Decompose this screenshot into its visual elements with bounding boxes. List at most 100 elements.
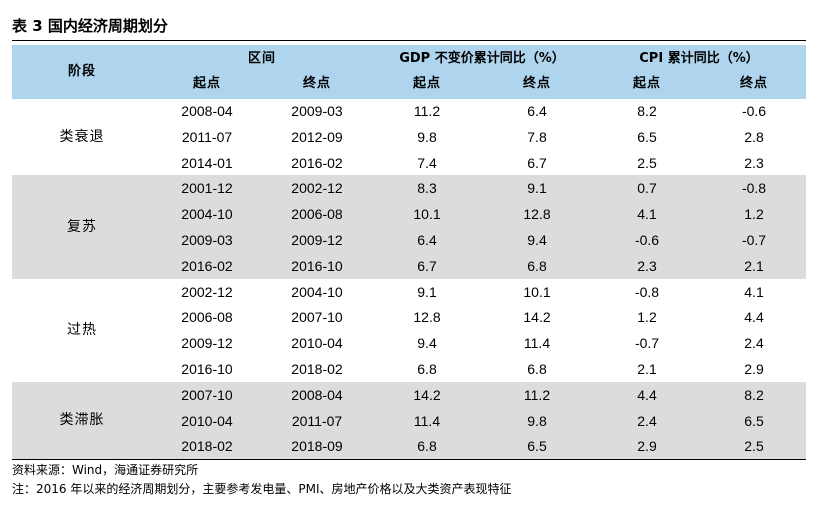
cell-cpi-start: 2.9 — [637, 438, 657, 455]
header-gdp: GDP 不变价累计同比（%） — [399, 51, 565, 66]
cell-gdp-end: 6.7 — [527, 154, 547, 171]
cell-gdp-end: 9.4 — [527, 231, 547, 248]
table-row: 2018-02 2018-09 6.8 6.5 2.9 2.5 — [12, 433, 806, 459]
cell-end: 2018-09 — [291, 438, 343, 455]
cell-gdp-end: 6.4 — [527, 103, 547, 119]
cell-start: 2002-12 — [181, 283, 233, 300]
cell-gdp-end: 10.1 — [523, 283, 551, 300]
cell-gdp-end: 11.4 — [523, 335, 551, 352]
cell-start: 2001-12 — [181, 180, 233, 197]
row-group: 复苏 2001-12 2002-12 8.3 9.1 0.7 -0.8 2004-10 2006… — [12, 175, 806, 279]
cell-gdp-end: 6.8 — [527, 257, 547, 274]
cell-start: 2008-04 — [181, 103, 233, 119]
cell-end: 2008-04 — [291, 386, 343, 403]
row-group: 类衰退 2008-04 2009-03 11.2 6.4 8.2 -0.6 2011-07 20… — [12, 98, 806, 175]
header-cpi: CPI 累计同比（%） — [639, 51, 759, 66]
cell-cpi-end: 2.1 — [744, 257, 764, 274]
cell-gdp-end: 9.8 — [527, 412, 547, 429]
table-row: 2016-10 2018-02 6.8 6.8 2.1 2.9 — [12, 356, 806, 382]
cell-cpi-start: 2.3 — [637, 257, 657, 274]
header-interval-start: 起点 — [192, 76, 221, 91]
header-cpi-start: 起点 — [632, 76, 661, 91]
cell-cpi-end: 2.4 — [744, 335, 764, 352]
cell-gdp-start: 6.8 — [417, 360, 437, 377]
row-group: 过热 2002-12 2004-10 9.1 10.1 -0.8 4.1 2006-08 200… — [12, 279, 806, 382]
table-title: 表 3 国内经济周期划分 — [12, 17, 168, 35]
cell-end: 2006-08 — [291, 206, 343, 223]
cell-gdp-end: 6.8 — [527, 360, 547, 377]
cell-cpi-start: 1.2 — [637, 309, 657, 326]
cell-gdp-start: 12.8 — [413, 309, 441, 326]
header-gdp-end: 终点 — [522, 76, 551, 91]
cell-cpi-start: 2.1 — [637, 360, 657, 377]
cell-end: 2009-03 — [291, 103, 343, 119]
cell-cpi-start: -0.8 — [634, 283, 660, 300]
cell-gdp-start: 9.1 — [417, 283, 437, 300]
cell-start: 2016-10 — [181, 360, 233, 377]
table-row: 2002-12 2004-10 9.1 10.1 -0.8 4.1 — [12, 279, 806, 305]
cell-cpi-end: 4.4 — [744, 309, 764, 326]
phase-label: 类衰退 — [59, 128, 105, 145]
table-row: 2008-04 2009-03 11.2 6.4 8.2 -0.6 — [12, 98, 806, 124]
cell-start: 2004-10 — [181, 206, 233, 223]
cell-cpi-end: -0.6 — [741, 103, 767, 119]
table-row: 2001-12 2002-12 8.3 9.1 0.7 -0.8 — [12, 175, 806, 201]
cell-start: 2016-02 — [181, 257, 233, 274]
bottom-rule — [12, 459, 806, 460]
cell-cpi-end: 4.1 — [744, 283, 764, 300]
cell-cpi-end: 2.5 — [744, 438, 764, 455]
cell-cpi-end: 8.2 — [744, 386, 764, 403]
header-interval: 区间 — [247, 51, 276, 66]
cell-cpi-start: 6.5 — [637, 128, 657, 145]
table-row: 2006-08 2007-10 12.8 14.2 1.2 4.4 — [12, 304, 806, 330]
header-cpi-end: 终点 — [739, 76, 768, 91]
cell-gdp-start: 6.4 — [417, 231, 437, 248]
cell-gdp-end: 6.5 — [527, 438, 547, 455]
cell-start: 2009-12 — [181, 335, 233, 352]
cell-gdp-start: 14.2 — [413, 386, 441, 403]
source-note: 资料来源：Wind，海通证券研究所 — [12, 463, 199, 477]
cell-cpi-start: 4.4 — [637, 386, 657, 403]
cell-cpi-end: 1.2 — [744, 206, 764, 223]
cell-start: 2014-01 — [181, 154, 233, 171]
cell-end: 2011-07 — [291, 412, 343, 429]
cell-gdp-end: 11.2 — [523, 386, 551, 403]
cell-cpi-end: -0.7 — [741, 231, 767, 248]
table-row: 2004-10 2006-08 10.1 12.8 4.1 1.2 — [12, 201, 806, 227]
cell-cpi-start: 4.1 — [637, 206, 657, 223]
cell-end: 2004-10 — [291, 283, 343, 300]
table-row: 2009-03 2009-12 6.4 9.4 -0.6 -0.7 — [12, 227, 806, 253]
cell-gdp-start: 8.3 — [417, 180, 437, 197]
table-row: 2009-12 2010-04 9.4 11.4 -0.7 2.4 — [12, 330, 806, 356]
cell-cpi-start: 2.5 — [637, 154, 657, 171]
header-gdp-start: 起点 — [412, 76, 441, 91]
footnote: 注：2016 年以来的经济周期划分，主要参考发电量、PMI、房地产价格以及大类资… — [12, 482, 512, 496]
cell-gdp-end: 7.8 — [527, 128, 547, 145]
table-row: 2007-10 2008-04 14.2 11.2 4.4 8.2 — [12, 382, 806, 408]
cell-gdp-start: 9.4 — [417, 335, 437, 352]
table-row: 2010-04 2011-07 11.4 9.8 2.4 6.5 — [12, 408, 806, 434]
cell-gdp-end: 12.8 — [523, 206, 551, 223]
cell-end: 2009-12 — [291, 231, 343, 248]
cell-gdp-start: 9.8 — [417, 128, 437, 145]
table-row: 2014-01 2016-02 7.4 6.7 2.5 2.3 — [12, 150, 806, 176]
table-row: 2011-07 2012-09 9.8 7.8 6.5 2.8 — [12, 124, 806, 150]
cell-start: 2018-02 — [181, 438, 233, 455]
phase-label: 过热 — [67, 322, 97, 339]
cell-cpi-end: 2.9 — [744, 360, 764, 377]
cell-end: 2018-02 — [291, 360, 343, 377]
table-header: 阶段 区间 GDP 不变价累计同比（%） CPI 累计同比（%） 起点 终点 起… — [12, 45, 806, 99]
cell-cpi-end: 2.3 — [744, 154, 764, 171]
cell-gdp-end: 9.1 — [527, 180, 547, 197]
cell-gdp-start: 10.1 — [413, 206, 441, 223]
cell-start: 2009-03 — [181, 231, 233, 248]
cell-end: 2016-02 — [291, 154, 343, 171]
table-row: 2016-02 2016-10 6.7 6.8 2.3 2.1 — [12, 253, 806, 279]
cell-start: 2011-07 — [181, 128, 233, 145]
cell-cpi-start: 8.2 — [637, 103, 657, 119]
cell-gdp-start: 7.4 — [417, 154, 437, 171]
cell-cpi-end: -0.8 — [741, 180, 767, 197]
cell-cpi-start: 0.7 — [637, 180, 657, 197]
cell-start: 2007-10 — [181, 386, 233, 403]
cell-end: 2007-10 — [291, 309, 343, 326]
